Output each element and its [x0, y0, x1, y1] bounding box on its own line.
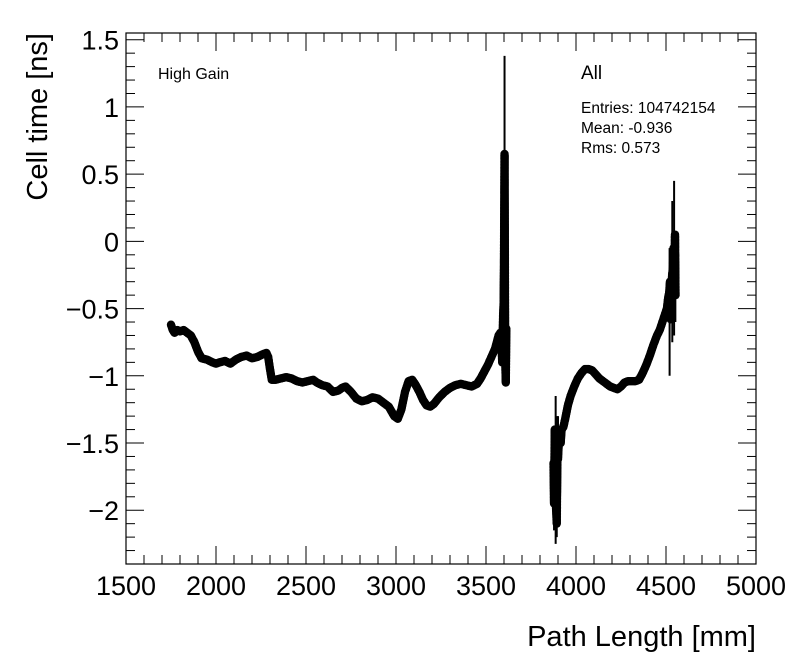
stats-title: All — [581, 63, 602, 84]
gain-label: High Gain — [158, 66, 229, 83]
y-tick-label: 0 — [104, 227, 119, 257]
y-tick-label: 1.5 — [81, 26, 119, 56]
y-tick-label: −1.5 — [66, 429, 119, 459]
stats-rms: Rms: 0.573 — [581, 140, 660, 157]
data-point — [671, 290, 680, 300]
y-tick-label: −2 — [88, 496, 119, 526]
plot-frame — [125, 32, 757, 565]
x-tick-label: 3000 — [366, 571, 426, 601]
x-tick-label: 1500 — [96, 571, 156, 601]
axis-tick-labels: 1500 2000 2500 3000 3500 4000 4500 5000 −2 −1.5 −1… — [66, 26, 786, 601]
y-tick-label: −1 — [88, 362, 119, 392]
x-tick-label: 4000 — [546, 571, 606, 601]
axis-ticks — [125, 33, 757, 564]
y-tick-label: 0.5 — [81, 160, 119, 190]
x-tick-label: 2000 — [186, 571, 246, 601]
y-tick-label: 1 — [104, 93, 119, 123]
data-point — [502, 324, 511, 333]
x-tick-label: 4500 — [636, 571, 696, 601]
y-tick-label: −0.5 — [66, 295, 119, 325]
data-markers — [166, 149, 680, 528]
x-tick-label: 5000 — [726, 571, 786, 601]
stats-mean: Mean: -0.936 — [581, 120, 672, 137]
x-tick-label: 3500 — [456, 571, 516, 601]
x-tick-label: 2500 — [276, 571, 336, 601]
y-axis-label: Cell time [ns] — [22, 33, 54, 201]
x-axis-label: Path Length [mm] — [527, 621, 756, 653]
stats-entries: Entries: 104742154 — [581, 100, 716, 117]
